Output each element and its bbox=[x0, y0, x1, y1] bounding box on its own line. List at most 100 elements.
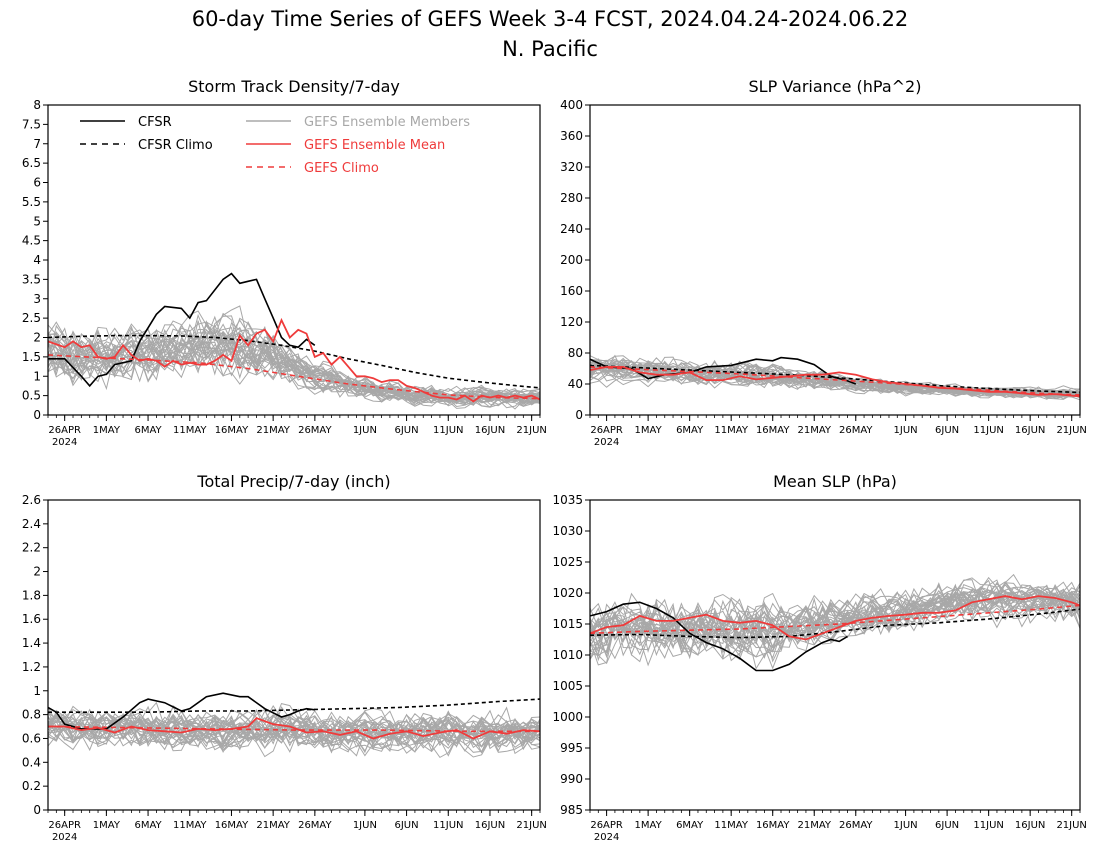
ensemble-member-line bbox=[48, 319, 540, 406]
x-tick-label: 21MAY bbox=[797, 425, 831, 436]
x-tick-label: 11JUN bbox=[433, 820, 463, 831]
ensemble-member-line bbox=[590, 577, 1080, 651]
y-tick-label: 0 bbox=[33, 408, 41, 422]
x-tick-label: 11MAY bbox=[714, 425, 748, 436]
series-line-gefs-ensemble-mean bbox=[590, 595, 1080, 641]
y-tick-label: 7.5 bbox=[22, 117, 41, 131]
y-tick-label: 1.6 bbox=[22, 612, 41, 626]
ensemble-member-line bbox=[590, 581, 1080, 657]
x-tick-label: 16JUN bbox=[475, 425, 505, 436]
panel-title: SLP Variance (hPa^2) bbox=[749, 77, 922, 96]
y-tick-label: 1 bbox=[33, 369, 41, 383]
ensemble-member-line bbox=[590, 591, 1080, 658]
x-tick-label: 16MAY bbox=[756, 820, 790, 831]
ensemble-member-line bbox=[590, 583, 1080, 660]
legend-label-gefs-climo: GEFS Climo bbox=[304, 161, 379, 176]
y-tick-label: 6.5 bbox=[22, 156, 41, 170]
y-tick-label: 0.4 bbox=[22, 755, 41, 769]
y-tick-label: 1030 bbox=[552, 524, 583, 538]
x-tick-label: 21MAY bbox=[256, 425, 290, 436]
series-line-cfsr-climo bbox=[590, 364, 1080, 394]
y-tick-label: 4.5 bbox=[22, 234, 41, 248]
x-tick-label: 6MAY bbox=[676, 425, 704, 436]
series-line-gefs-climo bbox=[48, 725, 540, 733]
y-tick-label: 1020 bbox=[552, 586, 583, 600]
legend: CFSR CFSR Climo GEFS Ensemble Members GEFS … bbox=[80, 115, 470, 176]
x-tick-label: 1JUN bbox=[353, 820, 377, 831]
y-tick-label: 1.2 bbox=[22, 660, 41, 674]
y-tick-label: 7 bbox=[33, 137, 41, 151]
ensemble-member-line bbox=[590, 364, 1080, 399]
x-tick-label: 11MAY bbox=[173, 820, 207, 831]
x-tick-label: 11JUN bbox=[973, 820, 1003, 831]
x-year-label: 2024 bbox=[52, 437, 77, 448]
y-tick-label: 8 bbox=[33, 98, 41, 112]
plot-area bbox=[590, 573, 1080, 672]
x-year-label: 2024 bbox=[52, 832, 77, 843]
x-tick-label: 21JUN bbox=[1056, 425, 1086, 436]
x-tick-label: 26MAY bbox=[839, 425, 873, 436]
x-tick-label: 21MAY bbox=[797, 820, 831, 831]
y-tick-label: 0.5 bbox=[22, 389, 41, 403]
y-tick-label: 2.2 bbox=[22, 541, 41, 555]
y-tick-label: 280 bbox=[560, 191, 583, 205]
ensemble-member-line bbox=[48, 328, 540, 407]
series-line-gefs-climo bbox=[590, 366, 1080, 396]
y-tick-label: 0 bbox=[33, 803, 41, 817]
x-tick-label: 6JUN bbox=[935, 820, 959, 831]
x-tick-label: 1MAY bbox=[635, 425, 663, 436]
x-tick-label: 26APR bbox=[48, 425, 81, 436]
x-tick-label: 6JUN bbox=[395, 425, 419, 436]
plot-area bbox=[48, 692, 540, 759]
y-tick-label: 80 bbox=[568, 346, 583, 360]
y-tick-label: 1000 bbox=[552, 710, 583, 724]
x-tick-label: 6MAY bbox=[134, 820, 162, 831]
y-tick-label: 0.8 bbox=[22, 708, 41, 722]
x-tick-label: 11JUN bbox=[973, 425, 1003, 436]
x-tick-label: 16MAY bbox=[215, 820, 249, 831]
series-line-cfsr-climo bbox=[48, 334, 540, 389]
y-tick-label: 1 bbox=[33, 684, 41, 698]
y-tick-label: 990 bbox=[560, 772, 583, 786]
x-tick-label: 1MAY bbox=[93, 820, 121, 831]
series-line-cfsr bbox=[590, 356, 857, 385]
x-tick-label: 1JUN bbox=[894, 820, 918, 831]
series-line-cfsr-climo bbox=[590, 608, 1080, 639]
x-tick-label: 21JUN bbox=[516, 820, 546, 831]
y-tick-label: 3.5 bbox=[22, 272, 41, 286]
x-year-label: 2024 bbox=[594, 437, 619, 448]
chart-panel-4: Mean SLP (hPa) 985 990 995 1000 1005 1010 1015 1… bbox=[552, 472, 1086, 843]
x-tick-label: 11MAY bbox=[173, 425, 207, 436]
series-line-cfsr bbox=[590, 601, 848, 672]
x-tick-label: 26APR bbox=[48, 820, 81, 831]
x-tick-label: 26MAY bbox=[298, 425, 332, 436]
x-year-label: 2024 bbox=[594, 832, 619, 843]
figure-title: 60-day Time Series of GEFS Week 3-4 FCST… bbox=[192, 7, 909, 31]
y-tick-label: 1035 bbox=[552, 493, 583, 507]
plot-area bbox=[48, 272, 540, 410]
y-tick-label: 1.8 bbox=[22, 588, 41, 602]
x-tick-label: 16MAY bbox=[215, 425, 249, 436]
y-tick-label: 0 bbox=[575, 408, 583, 422]
ensemble-member-line bbox=[48, 313, 540, 403]
y-tick-label: 2.6 bbox=[22, 493, 41, 507]
x-tick-label: 1JUN bbox=[353, 425, 377, 436]
chart-panel-3: Total Precip/7-day (inch)00.20.40.60.811… bbox=[22, 472, 547, 843]
series-line-cfsr bbox=[48, 272, 316, 388]
series-line-gefs-climo bbox=[590, 604, 1080, 635]
legend-label-members: GEFS Ensemble Members bbox=[304, 115, 470, 130]
y-tick-label: 985 bbox=[560, 803, 583, 817]
x-tick-label: 26MAY bbox=[839, 820, 873, 831]
x-tick-label: 11MAY bbox=[714, 820, 748, 831]
x-tick-label: 1JUN bbox=[894, 425, 918, 436]
x-tick-label: 1MAY bbox=[635, 820, 663, 831]
y-tick-label: 160 bbox=[560, 284, 583, 298]
y-tick-label: 320 bbox=[560, 160, 583, 174]
ensemble-member-line bbox=[590, 591, 1080, 662]
y-tick-label: 0.2 bbox=[22, 779, 41, 793]
panel-title: Mean SLP (hPa) bbox=[773, 472, 897, 491]
y-tick-label: 1015 bbox=[552, 617, 583, 631]
y-tick-label: 2.4 bbox=[22, 517, 41, 531]
series-line-cfsr-climo bbox=[48, 698, 540, 714]
x-tick-label: 1MAY bbox=[93, 425, 121, 436]
